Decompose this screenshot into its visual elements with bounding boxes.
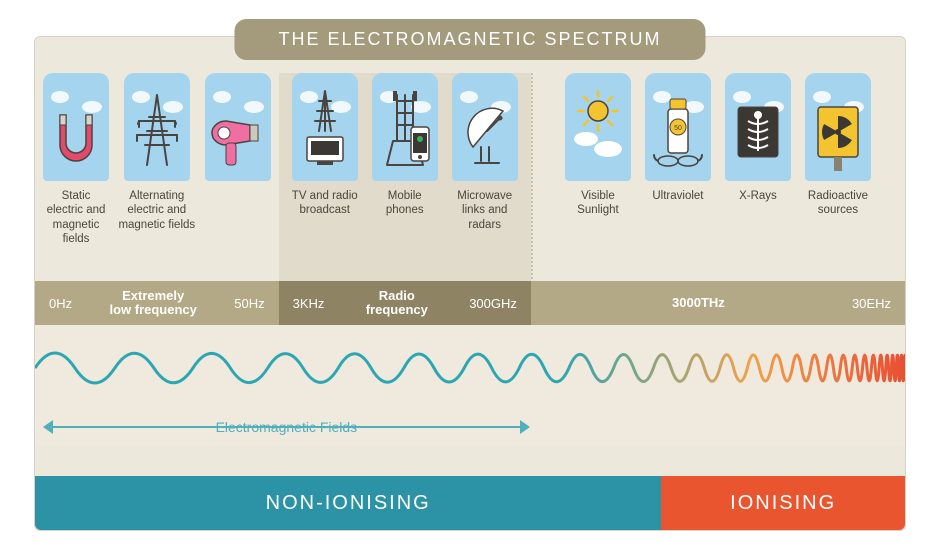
bottom-bar: NON-IONISING IONISING — [35, 476, 905, 530]
tile-caption: Ultraviolet — [652, 189, 703, 203]
freq-right: 300GHz — [469, 296, 517, 311]
tv-tower-icon — [292, 73, 358, 181]
emf-row: Electromagnetic Fields — [35, 413, 905, 441]
title-pill: THE ELECTROMAGNETIC SPECTRUM — [234, 19, 705, 60]
ionising-segment: IONISING — [661, 476, 905, 530]
magnet-icon — [43, 73, 109, 181]
hairdryer-icon — [205, 73, 271, 181]
icon-group: Static electric and magnetic fields Alte… — [35, 73, 279, 281]
spectrum-tile: Radioactive sources — [802, 73, 874, 218]
freq-left: 3KHz — [293, 296, 325, 311]
spectrum-tile: TV and radio broadcast — [289, 73, 361, 218]
freq-segment: 3000THz 30EHz — [531, 281, 905, 325]
icon-group: TV and radio broadcast Mobile phones Mic… — [279, 73, 531, 281]
freq-label: Radiofrequency — [366, 289, 428, 318]
radioactive-icon — [805, 73, 871, 181]
freq-label: 3000THz — [672, 296, 725, 310]
sun-icon — [565, 73, 631, 181]
tile-caption: Static electric and magnetic fields — [43, 189, 109, 247]
xray-icon — [725, 73, 791, 181]
spectrum-card: THE ELECTROMAGNETIC SPECTRUM Static elec… — [34, 36, 906, 531]
svg-text:50: 50 — [674, 125, 682, 132]
emf-arrow: Electromagnetic Fields — [43, 420, 530, 434]
tile-caption: Alternating electric and magnetic fields — [117, 189, 197, 232]
spectrum-tile: Visible Sunlight — [562, 73, 634, 218]
spectrum-tile: X-Rays — [722, 73, 794, 203]
wave-area: Electromagnetic Fields — [35, 325, 905, 445]
spectrum-tile: 50 Ultraviolet — [642, 73, 714, 203]
ionising-label: IONISING — [730, 492, 836, 515]
spectrum-tile: Alternating electric and magnetic fields — [117, 73, 197, 232]
chevron-left-icon — [43, 420, 53, 434]
dish-icon — [452, 73, 518, 181]
wave-svg — [35, 325, 905, 411]
chevron-right-icon — [520, 420, 530, 434]
spectrum-tile: Mobile phones — [369, 73, 441, 218]
freq-right: 50Hz — [234, 296, 264, 311]
tile-caption: Radioactive sources — [802, 189, 874, 218]
icons-row: Static electric and magnetic fields Alte… — [35, 73, 905, 281]
spectrum-tile — [205, 73, 271, 189]
freq-segment: 0Hz Extremelylow frequency 50Hz — [35, 281, 279, 325]
spectrum-tile: Static electric and magnetic fields — [43, 73, 109, 247]
nonionising-label: NON-IONISING — [266, 492, 431, 515]
tile-caption: Microwave links and radars — [449, 189, 521, 232]
nonionising-segment: NON-IONISING — [35, 476, 661, 530]
cell-tower-icon — [372, 73, 438, 181]
tile-caption: X-Rays — [739, 189, 777, 203]
tile-caption: Mobile phones — [369, 189, 441, 218]
frequency-strip: 0Hz Extremelylow frequency 50Hz3KHz Radi… — [35, 281, 905, 325]
spectrum-tile: Microwave links and radars — [449, 73, 521, 232]
tile-caption: Visible Sunlight — [562, 189, 634, 218]
icon-group: Visible Sunlight 50 Ultraviolet X-Rays R… — [531, 73, 905, 281]
freq-label: Extremelylow frequency — [109, 289, 196, 318]
tile-caption: TV and radio broadcast — [289, 189, 361, 218]
emf-label: Electromagnetic Fields — [216, 419, 358, 435]
freq-segment: 3KHz Radiofrequency 300GHz — [279, 281, 531, 325]
freq-right: 30EHz — [852, 296, 891, 311]
sunscreen-icon: 50 — [645, 73, 711, 181]
pylon-icon — [124, 73, 190, 181]
freq-left: 0Hz — [49, 296, 72, 311]
